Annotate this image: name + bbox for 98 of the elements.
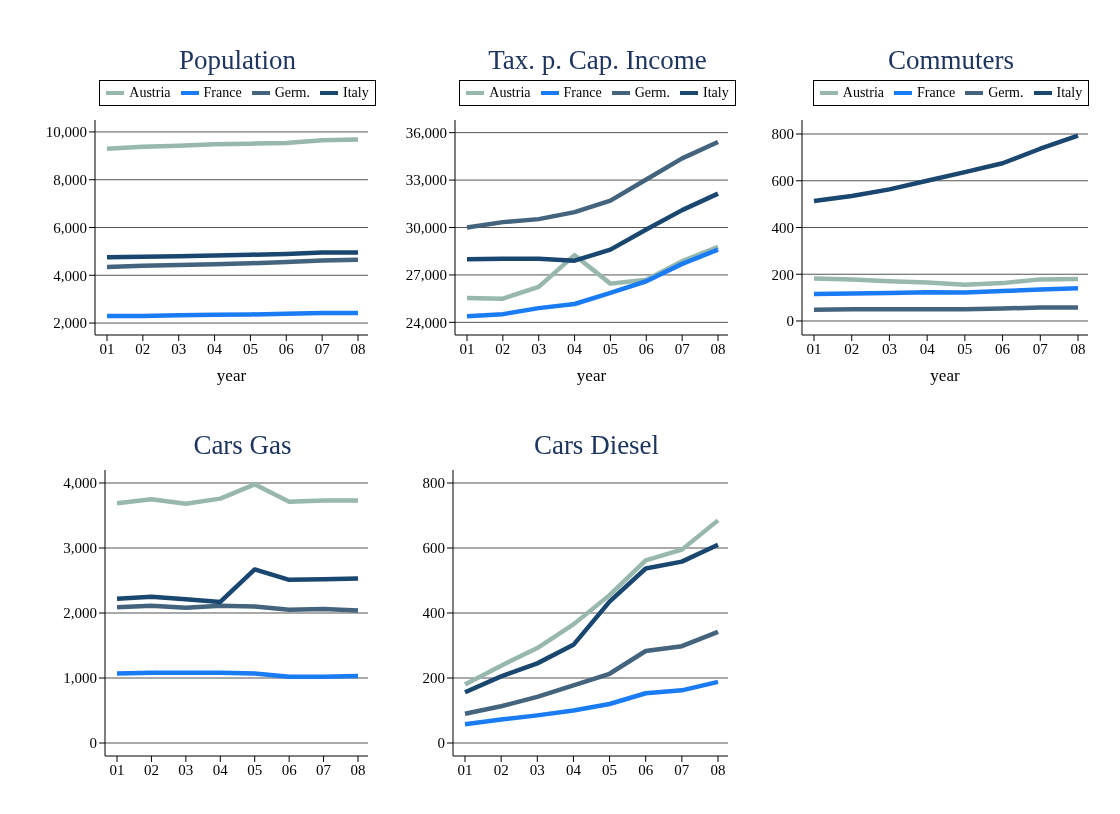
legend-label: Austria (489, 85, 531, 101)
x-tick-label: 04 (565, 761, 582, 778)
y-tick-label: 600 (422, 540, 445, 557)
y-tick-label: 200 (422, 670, 445, 687)
line-series (114, 567, 361, 605)
x-tick-label: 05 (602, 340, 618, 357)
x-tick-label: 07 (674, 761, 690, 778)
x-tick-label: 02 (495, 340, 511, 357)
legend-label: Italy (703, 85, 729, 101)
x-axis-title: year (930, 366, 960, 385)
x-tick-label: 01 (457, 761, 473, 778)
x-axis-title: year (576, 366, 607, 385)
x-tick-label: 05 (957, 340, 973, 357)
x-tick-label: 03 (881, 340, 897, 357)
chart-title: Tax. p. Cap. Income (487, 44, 708, 77)
y-tick-label: 6,000 (53, 219, 87, 236)
legend-label: Italy (1056, 85, 1083, 101)
legend-label: Italy (343, 85, 369, 101)
x-tick-label: 08 (350, 340, 366, 357)
y-tick-label: 8,000 (53, 172, 87, 189)
x-tick-label: 08 (1070, 340, 1086, 357)
y-tick-label: 4,000 (53, 267, 87, 284)
legend-label: France (203, 85, 242, 101)
x-tick-label: 03 (529, 761, 545, 778)
x-tick-label: 06 (638, 761, 654, 778)
y-tick-label: 0 (437, 735, 445, 752)
x-tick-label: 05 (242, 340, 258, 357)
x-tick-label: 02 (135, 340, 151, 357)
y-tick-label: 2,000 (53, 315, 87, 332)
x-tick-label: 03 (178, 761, 194, 778)
y-tick-label: 600 (771, 173, 794, 190)
x-tick-label: 05 (602, 761, 618, 778)
x-tick-label: 04 (567, 340, 583, 357)
chart-title: Commuters (887, 44, 1015, 77)
y-tick-label: 33,000 (405, 172, 447, 189)
legend-label: France (917, 85, 956, 101)
x-tick-label: 04 (212, 761, 229, 778)
x-tick-label: 03 (171, 340, 187, 357)
line-series (464, 247, 721, 319)
line-series (104, 257, 361, 270)
x-tick-label: 08 (710, 761, 726, 778)
x-tick-label: 06 (281, 761, 298, 778)
line-series (464, 139, 721, 230)
legend-label: France (563, 85, 602, 101)
x-tick-label: 01 (109, 761, 125, 778)
chart-title: Cars Diesel (532, 429, 661, 462)
y-tick-label: 2,000 (63, 605, 97, 622)
x-tick-label: 07 (314, 340, 331, 357)
line-series (464, 191, 721, 263)
legend-label: Germ. (634, 85, 671, 101)
y-tick-label: 27,000 (405, 267, 447, 284)
x-tick-label: 04 (207, 340, 223, 357)
x-tick-label: 07 (674, 340, 691, 357)
y-tick-label: 200 (771, 266, 794, 283)
y-tick-label: 24,000 (405, 314, 447, 331)
y-tick-label: 800 (771, 126, 794, 143)
line-series (462, 629, 721, 716)
line-series (114, 482, 361, 507)
x-tick-label: 02 (493, 761, 509, 778)
y-tick-label: 0 (89, 735, 97, 752)
legend-label: Austria (842, 85, 885, 101)
y-tick-label: 0 (786, 313, 794, 330)
x-tick-label: 02 (844, 340, 860, 357)
legend-label: Austria (129, 85, 171, 101)
chart-title: Cars Gas (192, 429, 293, 462)
x-tick-label: 07 (1032, 340, 1049, 357)
x-tick-label: 01 (99, 340, 115, 357)
line-series (104, 137, 361, 151)
x-tick-label: 08 (710, 340, 726, 357)
line-series (811, 276, 1081, 288)
y-tick-label: 800 (422, 475, 445, 492)
x-tick-label: 06 (638, 340, 655, 357)
x-tick-label: 05 (247, 761, 263, 778)
y-tick-label: 400 (422, 605, 445, 622)
legend-label: Germ. (274, 85, 311, 101)
y-tick-label: 36,000 (405, 124, 447, 141)
x-tick-label: 08 (350, 761, 366, 778)
x-tick-label: 06 (278, 340, 295, 357)
line-series (462, 679, 721, 727)
y-tick-label: 4,000 (63, 475, 97, 492)
y-tick-label: 400 (771, 219, 794, 236)
line-series (462, 518, 721, 687)
x-tick-label: 02 (143, 761, 159, 778)
y-tick-label: 10,000 (45, 124, 87, 141)
x-tick-label: 07 (316, 761, 332, 778)
line-series (811, 133, 1081, 204)
x-tick-label: 04 (919, 340, 936, 357)
y-tick-label: 3,000 (63, 540, 97, 557)
legend-label: Germ. (988, 85, 1024, 101)
x-tick-label: 06 (995, 340, 1011, 357)
chart-title: Population (178, 44, 297, 77)
line-series (462, 542, 721, 695)
x-tick-label: 03 (531, 340, 547, 357)
x-axis-title: year (216, 366, 247, 385)
y-tick-label: 1,000 (63, 670, 97, 687)
x-tick-label: 01 (806, 340, 822, 357)
x-tick-label: 01 (459, 340, 475, 357)
y-tick-label: 30,000 (405, 219, 447, 236)
